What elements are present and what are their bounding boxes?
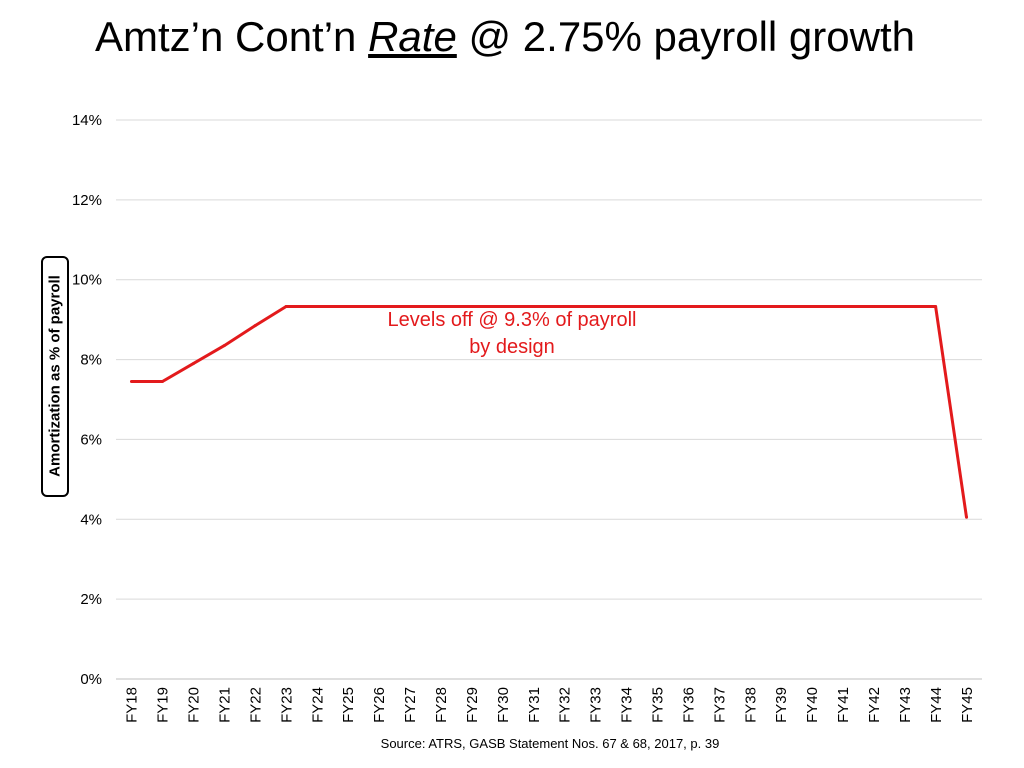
y-tick-label: 12% <box>72 192 102 209</box>
chart-annotation: Levels off @ 9.3% of payroll by design <box>352 307 672 361</box>
x-tick-label: FY32 <box>557 687 574 723</box>
data-point <box>748 304 752 308</box>
x-tick-label: FY25 <box>340 687 357 723</box>
y-tick-label: 10% <box>72 272 102 289</box>
data-point <box>934 304 938 308</box>
x-tick-label: FY28 <box>433 687 450 723</box>
x-tick-label: FY34 <box>619 687 636 723</box>
data-point <box>439 304 443 308</box>
title-prefix: Amtz’n Cont’n <box>94 13 369 60</box>
gridlines <box>116 119 982 680</box>
data-point <box>841 304 845 308</box>
x-tick-label: FY20 <box>186 687 203 723</box>
x-tick-label: FY24 <box>309 687 326 723</box>
x-tick-label: FY33 <box>588 687 605 723</box>
y-axis-label: Amortization as % of payroll <box>46 275 64 477</box>
x-tick-label: FY18 <box>124 687 141 723</box>
x-tick-label: FY22 <box>247 687 264 723</box>
data-point <box>129 380 133 384</box>
y-axis-label-box <box>41 256 69 497</box>
data-point <box>593 304 597 308</box>
data-point <box>965 515 969 519</box>
series-lines <box>129 304 969 519</box>
x-tick-label: FY30 <box>495 687 512 723</box>
slide-title: Amtz’n Cont’n Rate @ 2.75% payroll growt… <box>0 10 1010 64</box>
data-point <box>501 304 505 308</box>
y-tick-label: 6% <box>80 431 102 448</box>
y-tick-label: 0% <box>80 671 102 688</box>
title-emphasis: Rate <box>368 13 457 60</box>
x-tick-label: FY36 <box>680 687 697 723</box>
data-point <box>779 304 783 308</box>
x-tick-label: FY27 <box>402 687 419 723</box>
data-point <box>160 380 164 384</box>
series-line <box>131 305 968 518</box>
data-point <box>408 304 412 308</box>
y-tick-labels: 0% 2% 4% 6% 8% 10% 12% 14% <box>72 112 102 688</box>
data-point <box>377 304 381 308</box>
data-point <box>717 304 721 308</box>
x-tick-label: FY19 <box>155 687 172 723</box>
x-tick-labels: FY18 FY19 FY20 FY21 FY22 FY23 FY24 FY25 FY26 FY27… <box>124 687 976 723</box>
data-point <box>222 344 226 348</box>
x-tick-label: FY31 <box>526 687 543 723</box>
x-tick-label: FY43 <box>897 687 914 723</box>
data-point <box>191 362 195 366</box>
data-point <box>284 304 288 308</box>
data-point <box>686 304 690 308</box>
x-tick-label: FY40 <box>804 687 821 723</box>
data-point <box>253 324 257 328</box>
x-tick-label: FY23 <box>278 687 295 723</box>
annotation-line-1: Levels off @ 9.3% of payroll <box>387 309 637 331</box>
y-tick-label: 8% <box>80 352 102 369</box>
data-point <box>315 304 319 308</box>
x-tick-label: FY38 <box>742 687 759 723</box>
x-tick-label: FY41 <box>835 687 852 723</box>
data-point <box>470 304 474 308</box>
data-point <box>903 304 907 308</box>
annotation-line-2: by design <box>469 336 555 358</box>
y-tick-label: 14% <box>72 112 102 129</box>
x-tick-label: FY44 <box>928 687 945 723</box>
data-point <box>655 304 659 308</box>
data-point <box>872 304 876 308</box>
data-point <box>624 304 628 308</box>
x-tick-label: FY21 <box>217 687 234 723</box>
x-tick-label: FY37 <box>711 687 728 723</box>
x-tick-label: FY42 <box>866 687 883 723</box>
data-point <box>532 304 536 308</box>
data-point <box>346 304 350 308</box>
x-tick-label: FY39 <box>773 687 790 723</box>
data-point <box>562 304 566 308</box>
x-tick-label: FY35 <box>650 687 667 723</box>
x-tick-label: FY45 <box>959 687 976 723</box>
y-tick-label: 4% <box>80 511 102 528</box>
x-tick-label: FY26 <box>371 687 388 723</box>
data-point <box>810 304 814 308</box>
source-note: Source: ATRS, GASB Statement Nos. 67 & 6… <box>380 736 720 751</box>
y-tick-label: 2% <box>80 591 102 608</box>
x-tick-label: FY29 <box>464 687 481 723</box>
title-suffix: @ 2.75% payroll growth <box>456 13 915 60</box>
